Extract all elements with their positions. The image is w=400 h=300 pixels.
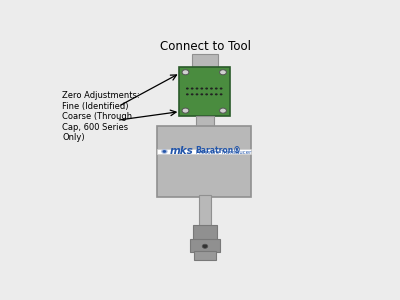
Circle shape — [200, 93, 203, 95]
Text: Baratron®: Baratron® — [196, 146, 242, 155]
Circle shape — [220, 93, 222, 95]
Text: Pressure Transducer: Pressure Transducer — [196, 150, 251, 155]
Circle shape — [186, 88, 189, 90]
Bar — [192, 55, 218, 67]
Bar — [179, 67, 230, 116]
Circle shape — [200, 88, 203, 90]
Circle shape — [210, 88, 213, 90]
Circle shape — [202, 244, 208, 248]
Circle shape — [215, 93, 218, 95]
Circle shape — [210, 93, 213, 95]
Circle shape — [220, 88, 222, 90]
Circle shape — [182, 70, 189, 75]
Bar — [194, 251, 216, 260]
Circle shape — [191, 88, 194, 90]
Bar — [196, 116, 214, 127]
Circle shape — [161, 149, 168, 154]
Circle shape — [162, 150, 166, 153]
Circle shape — [215, 88, 218, 90]
Circle shape — [186, 93, 189, 95]
Circle shape — [220, 70, 226, 75]
Bar — [190, 239, 220, 252]
Circle shape — [196, 88, 198, 90]
Circle shape — [205, 93, 208, 95]
Text: Connect to Tool: Connect to Tool — [160, 40, 250, 53]
Circle shape — [196, 93, 198, 95]
Circle shape — [191, 93, 194, 95]
Circle shape — [205, 88, 208, 90]
Circle shape — [220, 108, 226, 113]
Bar — [157, 148, 252, 154]
Circle shape — [182, 108, 189, 113]
Bar — [199, 195, 211, 226]
Bar — [157, 126, 252, 196]
Text: mks: mks — [169, 146, 193, 157]
Text: Zero Adjustments:
Fine (Identified)
Coarse (Through
Cap, 600 Series
Only): Zero Adjustments: Fine (Identified) Coar… — [62, 92, 140, 142]
Bar — [193, 225, 217, 240]
